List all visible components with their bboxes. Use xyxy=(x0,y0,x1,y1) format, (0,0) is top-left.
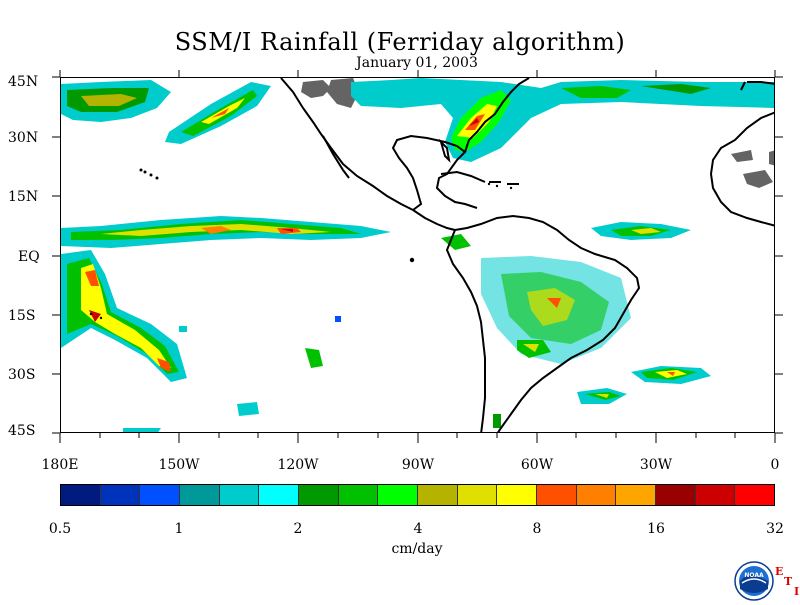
colorbar-segment-17 xyxy=(735,485,775,505)
colorbar-segment-13 xyxy=(576,485,617,505)
colorbar-label-2: 2 xyxy=(293,521,303,537)
coastlines xyxy=(280,78,774,432)
colorbar-segment-16 xyxy=(695,485,736,505)
colorbar-segment-12 xyxy=(537,485,577,505)
colorbar-segment-8 xyxy=(378,485,419,505)
lat-label-15n: 15N xyxy=(8,189,39,205)
colorbar-segment-11 xyxy=(497,485,538,505)
colorbar-label-4: 4 xyxy=(413,521,423,537)
noaa-logo-text: NOAA xyxy=(744,572,764,579)
noaa-logo-icon: NOAA xyxy=(734,561,774,601)
colorbar-segment-4 xyxy=(219,485,260,505)
colorbar-segment-15 xyxy=(656,485,696,505)
colorbar-segment-0 xyxy=(61,485,101,505)
colorbar-segment-6 xyxy=(299,485,339,505)
rain-bands xyxy=(61,78,774,432)
colorbar-label-8: 8 xyxy=(532,521,542,537)
colorbar-segment-9 xyxy=(418,485,458,505)
colorbar-label-32: 32 xyxy=(766,521,784,537)
lon-label-30w: 30W xyxy=(639,457,673,473)
colorbar-units: cm/day xyxy=(391,541,443,557)
map-date-subtitle: January 01, 2003 xyxy=(356,55,478,71)
lat-label-45n: 45N xyxy=(8,74,39,90)
noaa-logo-label: NOAA xyxy=(744,572,764,579)
logo-letter-i: I xyxy=(794,585,800,598)
colorbar-segment-1 xyxy=(100,485,141,505)
lon-label-90w: 90W xyxy=(401,457,435,473)
map-title: SSM/I Rainfall (Ferriday algorithm) xyxy=(174,28,626,56)
rainfall-colorbar xyxy=(60,484,775,506)
lat-label-30n: 30N xyxy=(8,130,39,146)
colorbar-label-0-5: 0.5 xyxy=(48,521,72,537)
lon-label-120w: 120W xyxy=(277,457,319,473)
colorbar-label-16: 16 xyxy=(647,521,665,537)
logo-letter-e: E xyxy=(775,565,784,578)
logo-letter-t: T xyxy=(784,575,793,588)
lon-label-60w: 60W xyxy=(520,457,554,473)
colorbar-segment-10 xyxy=(457,485,498,505)
lon-label-0: 0 xyxy=(770,457,780,473)
lon-label-150w: 150W xyxy=(158,457,200,473)
colorbar-segment-2 xyxy=(140,485,181,505)
islands xyxy=(89,168,513,320)
colorbar-segment-7 xyxy=(338,485,379,505)
rainfall-map xyxy=(60,77,775,433)
lat-label-30s: 30S xyxy=(8,367,36,383)
lat-label-45s: 45S xyxy=(8,423,36,439)
colorbar-segment-5 xyxy=(259,485,300,505)
lon-label-180e: 180E xyxy=(41,457,79,473)
lat-label-eq: EQ xyxy=(18,249,40,265)
lat-label-15s: 15S xyxy=(8,308,36,324)
colorbar-segment-3 xyxy=(180,485,220,505)
missing-data-patches xyxy=(301,78,774,188)
colorbar-label-1: 1 xyxy=(174,521,184,537)
noaa-logo-graphic xyxy=(734,561,774,601)
colorbar-segment-14 xyxy=(616,485,657,505)
rainfall-map-canvas xyxy=(61,78,774,432)
